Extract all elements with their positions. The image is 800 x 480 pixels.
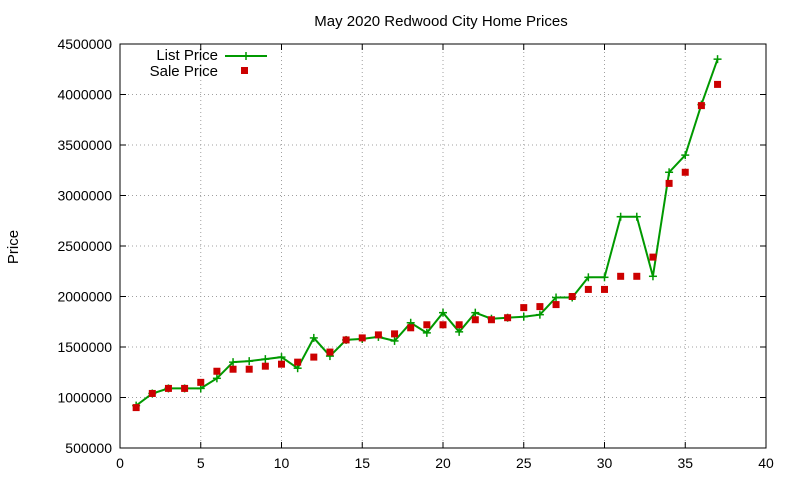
data-point-sale-price (455, 321, 463, 329)
data-point-sale-price (164, 384, 172, 392)
data-point-sale-price (504, 314, 512, 322)
data-point-list-price (261, 355, 270, 364)
series-marks (132, 55, 722, 412)
data-point-list-price (632, 212, 641, 221)
x-tick-label: 35 (677, 455, 693, 471)
data-point-list-price (422, 328, 431, 337)
data-point-sale-price (245, 365, 253, 373)
x-tick-label: 0 (116, 455, 124, 471)
data-point-sale-price (665, 179, 673, 187)
data-point-sale-price (197, 378, 205, 386)
y-axis-label: Price (5, 230, 22, 264)
data-point-sale-price (649, 253, 657, 261)
series-line-list-price (135, 58, 719, 407)
data-point-sale-price (552, 301, 560, 309)
data-point-sale-price (294, 358, 302, 366)
x-tick-label: 5 (197, 455, 205, 471)
data-point-sale-price (584, 285, 592, 293)
data-point-list-price (277, 353, 286, 362)
data-point-sale-price (278, 360, 285, 368)
data-point-sale-price (229, 365, 237, 373)
x-tick-label: 30 (597, 455, 613, 471)
data-point-list-price (665, 168, 674, 177)
y-tick-label: 3000000 (57, 188, 112, 204)
x-tick-label: 15 (354, 455, 370, 471)
data-point-list-price (245, 357, 254, 366)
x-tick-label: 10 (274, 455, 290, 471)
chart-title: May 2020 Redwood City Home Prices (314, 13, 567, 30)
data-point-sale-price (487, 316, 495, 324)
axis-ticks: 0 5 10 15 20 25 30 35 40 500000 1000000 1500000 2000… (57, 36, 774, 471)
y-tick-label: 1000000 (57, 390, 112, 406)
data-point-sale-price (568, 293, 576, 300)
y-tick-label: 2000000 (57, 289, 112, 305)
data-point-sale-price (132, 404, 140, 412)
data-point-list-price (471, 308, 480, 317)
data-point-sale-price (310, 353, 318, 361)
x-tick-label: 40 (758, 455, 774, 471)
data-point-list-price (309, 333, 318, 342)
data-point-sale-price (342, 336, 350, 344)
data-point-sale-price (423, 321, 431, 329)
data-point-sale-price (536, 303, 544, 311)
data-point-sale-price (520, 304, 528, 312)
data-point-list-price (600, 273, 609, 282)
x-tick-label: 20 (435, 455, 451, 471)
data-point-sale-price (391, 330, 399, 338)
legend-marker-sale-price (241, 67, 248, 74)
data-point-sale-price (439, 321, 447, 329)
y-tick-label: 4000000 (57, 87, 112, 103)
y-tick-label: 500000 (65, 440, 112, 456)
legend-marker-list-price (242, 52, 250, 60)
data-point-list-price (552, 293, 561, 302)
legend-label-sale-price: Sale Price (150, 63, 218, 80)
data-point-list-price (439, 308, 447, 317)
data-point-sale-price (358, 334, 366, 342)
grid-lines (120, 44, 766, 448)
data-point-sale-price (407, 324, 415, 332)
data-point-list-price (681, 151, 690, 160)
y-tick-label: 4500000 (57, 36, 112, 52)
data-point-list-price (713, 55, 722, 64)
data-point-sale-price (261, 362, 269, 370)
x-tick-label: 25 (516, 455, 532, 471)
data-point-sale-price (374, 331, 382, 339)
data-point-sale-price (633, 272, 641, 280)
y-tick-label: 3500000 (57, 137, 112, 153)
data-point-sale-price (681, 168, 689, 176)
data-point-list-price (519, 312, 528, 321)
data-point-list-price (648, 272, 657, 281)
data-point-sale-price (471, 316, 479, 324)
data-point-sale-price (617, 272, 625, 280)
y-tick-label: 1500000 (57, 339, 112, 355)
data-point-list-price (535, 310, 544, 319)
data-point-sale-price (714, 80, 722, 88)
data-point-sale-price (697, 102, 705, 110)
plot-frame (119, 43, 767, 449)
data-point-list-price (212, 374, 221, 383)
data-point-sale-price (601, 285, 608, 293)
y-tick-label: 2500000 (57, 238, 112, 254)
data-point-list-price (390, 336, 399, 345)
data-point-list-price (229, 358, 238, 367)
data-point-list-price (584, 273, 593, 282)
data-point-list-price (616, 212, 625, 221)
legend-label-list-price: List Price (156, 47, 218, 64)
data-point-sale-price (181, 384, 189, 392)
legend-plus-marker (242, 52, 250, 60)
data-point-list-price (455, 327, 464, 336)
data-point-sale-price (148, 389, 156, 397)
legend: List Price Sale Price (150, 47, 267, 80)
data-point-sale-price (326, 348, 334, 356)
data-point-sale-price (213, 367, 221, 375)
